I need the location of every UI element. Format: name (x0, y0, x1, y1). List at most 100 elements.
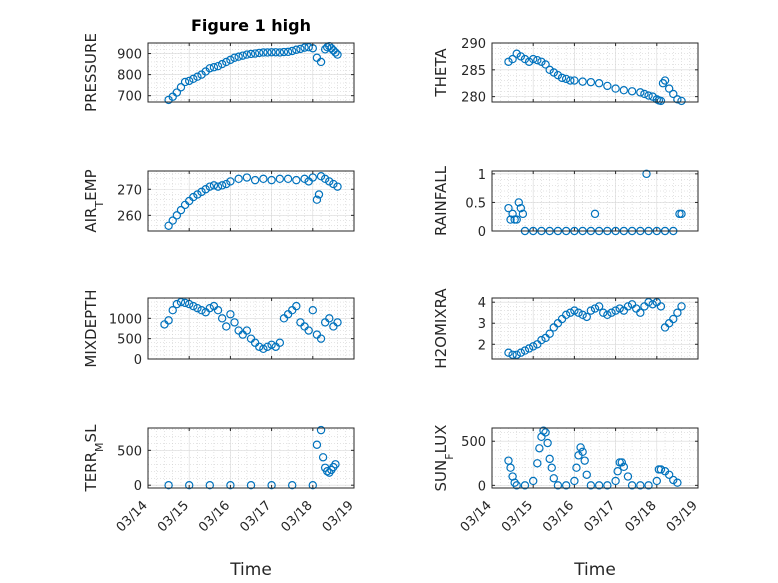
y-tick-label: 1000 (109, 312, 142, 327)
data-point (222, 179, 231, 189)
data-point (325, 177, 334, 186)
data-point (611, 84, 620, 93)
data-point (673, 95, 682, 104)
data-point (226, 481, 235, 490)
data-point (623, 472, 633, 481)
data-point (316, 334, 326, 343)
data-point (660, 76, 670, 85)
data-point (594, 302, 604, 311)
data-point (288, 481, 297, 490)
data-point (512, 49, 521, 58)
data-point (323, 467, 332, 476)
x-tick-label: 03/16 (540, 498, 577, 535)
data-point (673, 308, 682, 317)
data-point (164, 221, 173, 230)
data-point (553, 70, 563, 80)
data-point (578, 310, 587, 320)
axes-box (147, 42, 355, 103)
data-point (184, 76, 194, 86)
data-point (656, 465, 666, 474)
data-point (640, 89, 649, 99)
data-point (259, 344, 268, 354)
data-point (283, 47, 293, 57)
data-point (636, 88, 645, 97)
panel-air_temp: 260 270 AIRTEMP (82, 169, 355, 233)
x-tick-label: 03/19 (664, 498, 701, 535)
data-point (658, 79, 668, 88)
data-point (648, 300, 657, 309)
data-point (217, 181, 227, 190)
data-point (619, 462, 629, 472)
data-point (292, 301, 301, 311)
data-point (180, 77, 190, 87)
data-point (193, 303, 202, 313)
y-tick-label: 0 (134, 479, 142, 494)
data-point (607, 308, 616, 317)
data-point (669, 314, 678, 324)
data-point (189, 74, 198, 84)
data-point (209, 63, 219, 72)
data-point (246, 481, 256, 490)
data-point (599, 308, 608, 317)
data-point (547, 463, 556, 472)
data-point (669, 475, 678, 485)
data-point (209, 181, 219, 190)
data-point (594, 79, 604, 88)
data-point (520, 481, 530, 490)
data-point (516, 203, 526, 213)
data-point (246, 49, 256, 59)
data-point (164, 481, 173, 490)
data-point (189, 192, 198, 202)
data-point (506, 463, 515, 472)
data-point (535, 444, 544, 453)
data-point (333, 50, 342, 59)
x-axis-label-right: Time (573, 560, 616, 580)
data-point (590, 304, 600, 313)
y-tick-label: 4 (478, 296, 486, 311)
data-point (197, 187, 206, 197)
data-point (267, 48, 276, 57)
data-point (333, 318, 342, 327)
data-point (213, 61, 223, 71)
data-point (259, 174, 268, 184)
panel-mixdepth: 0 500 1000 MIXDEPTH (82, 289, 355, 368)
data-point (572, 463, 581, 472)
data-point (271, 48, 280, 57)
y-tick-label: 2 (478, 338, 486, 353)
y-axis-label: H2OMIXRA (432, 288, 450, 369)
data-point (226, 310, 235, 319)
y-tick-label: 800 (117, 69, 142, 84)
y-tick-label: 900 (117, 48, 142, 63)
data-point (201, 185, 210, 194)
data-point (283, 174, 293, 184)
data-point (570, 476, 579, 486)
data-point (512, 481, 521, 490)
axes-layer: 700 800 900 PRESSURE 280 285 290 THETA 260 270 AIR… (82, 33, 701, 535)
data-point (168, 216, 177, 225)
data-point (234, 174, 243, 184)
data-point (255, 342, 264, 351)
panel-theta: 280 285 290 THETA (432, 37, 699, 106)
data-point (545, 65, 554, 75)
data-point (594, 481, 604, 490)
panel-sun_flux: 0 500 03/14 03/15 03/16 03/17 03/18 03/19 SUNFLU… (432, 425, 701, 536)
data-point (172, 88, 182, 97)
data-point (275, 48, 285, 57)
data-point (242, 50, 252, 59)
figure-title: Figure 1 high (191, 16, 311, 35)
x-tick-label: 03/14 (114, 498, 151, 535)
data-point (541, 428, 550, 437)
data-point (193, 72, 202, 81)
data-point (578, 77, 587, 86)
y-axis-label: THETA (432, 48, 450, 98)
data-point (549, 474, 559, 483)
data-point (603, 310, 612, 320)
y-axis-label: PRESSURE (82, 33, 100, 112)
data-point (549, 68, 559, 77)
axes-box (147, 297, 355, 360)
data-point (242, 326, 252, 335)
data-point (627, 87, 637, 96)
data-point (205, 303, 214, 313)
data-point (226, 177, 235, 186)
data-point (677, 209, 686, 219)
